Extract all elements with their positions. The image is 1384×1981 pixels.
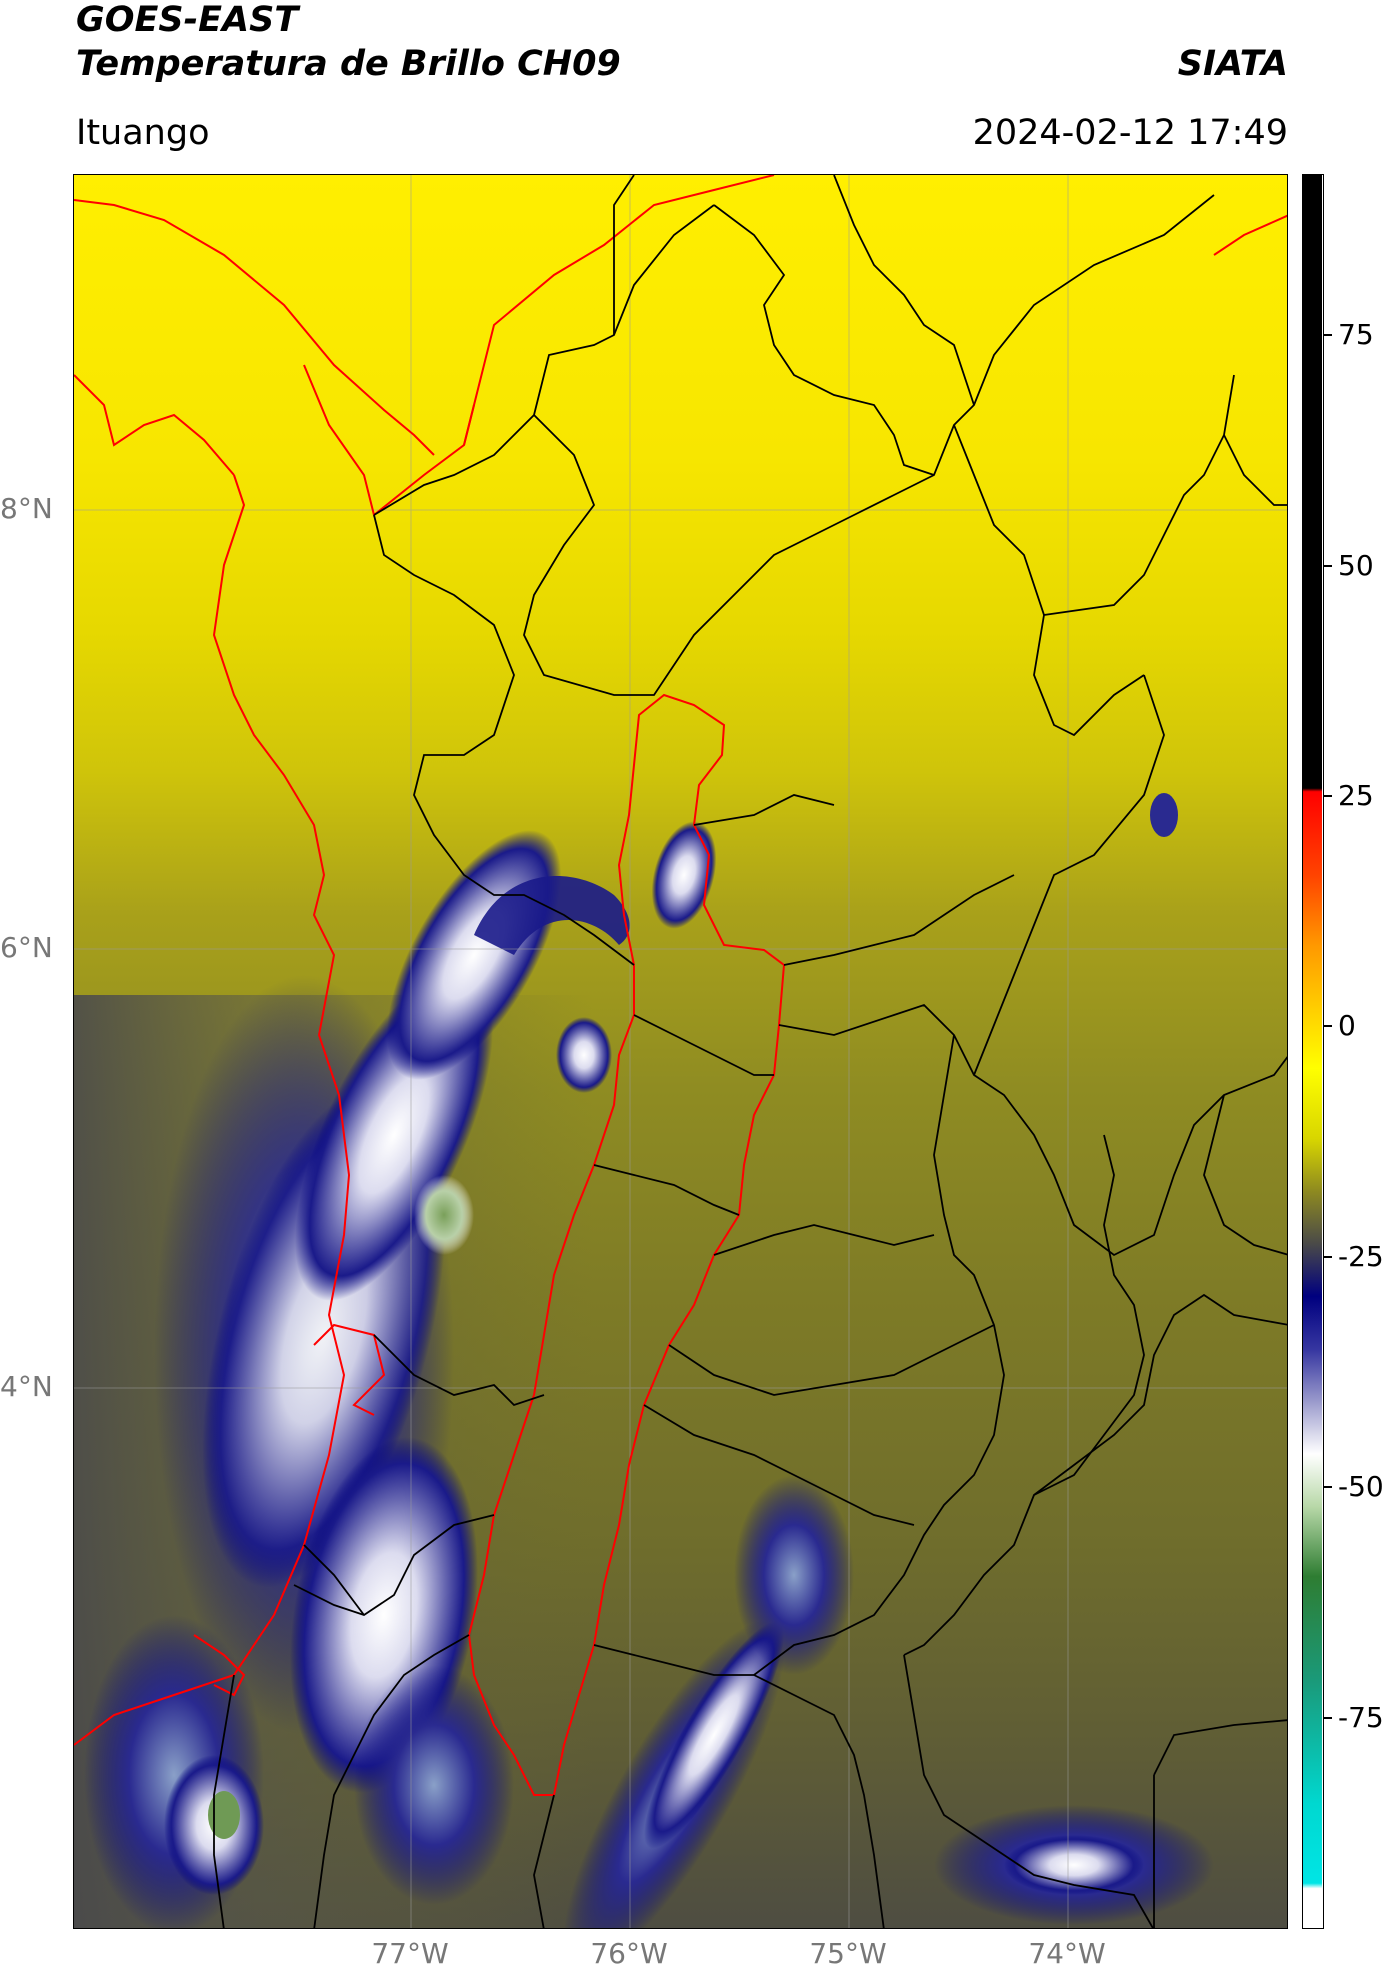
graticule [74,175,1287,1928]
region-label: Ituango [76,113,210,153]
datetime-label: 2024-02-12 17:49 [972,113,1288,153]
lat-label-4n: 4°N [0,1370,53,1403]
cb-label-0: 0 [1338,1009,1356,1042]
cb-tick-m75 [1324,1717,1332,1719]
cb-tick-m50 [1324,1486,1332,1488]
colorbar [1302,174,1324,1929]
satellite-title: GOES-EAST [76,0,299,40]
cb-label-m50: -50 [1338,1470,1384,1503]
lon-label-76w: 76°W [590,1937,668,1970]
cb-label-50: 50 [1338,549,1374,582]
cb-tick-50 [1324,565,1332,567]
study-area-outline [467,693,786,1796]
product-title: Temperatura de Brillo CH09 [76,44,621,84]
cb-tick-75 [1324,334,1332,336]
admin-borders [213,175,1287,1928]
map-panel[interactable] [73,174,1288,1929]
lon-label-75w: 75°W [809,1937,887,1970]
cb-label-75: 75 [1338,318,1374,351]
agency-label: SIATA [1177,44,1288,84]
lat-label-8n: 8°N [0,492,53,525]
lon-label-77w: 77°W [371,1937,449,1970]
cb-tick-m25 [1324,1256,1332,1258]
cb-tick-25 [1324,795,1332,797]
cb-tick-0 [1324,1025,1332,1027]
lat-label-6n: 6°N [0,931,53,964]
cb-label-m25: -25 [1338,1240,1384,1273]
brightness-temperature-map [74,175,1287,1928]
lon-label-74w: 74°W [1028,1937,1106,1970]
cb-label-m75: -75 [1338,1701,1384,1734]
cb-label-25: 25 [1338,779,1374,812]
